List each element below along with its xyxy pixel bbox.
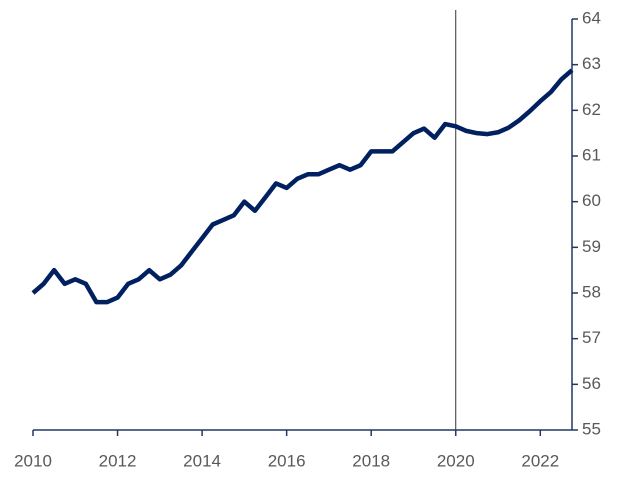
y-tick-label: 58: [582, 282, 601, 301]
x-tick-label: 2012: [99, 451, 137, 470]
y-tick-label: 61: [582, 145, 601, 164]
y-tick-label: 60: [582, 191, 601, 210]
x-tick-label: 2022: [521, 451, 559, 470]
y-tick-label: 62: [582, 100, 601, 119]
y-tick-label: 55: [582, 419, 601, 438]
x-tick-label: 2018: [352, 451, 390, 470]
y-tick-label: 64: [582, 8, 601, 27]
y-tick-label: 57: [582, 328, 601, 347]
y-tick-label: 63: [582, 54, 601, 73]
x-tick-label: 2016: [268, 451, 306, 470]
y-tick-label: 56: [582, 374, 601, 393]
series-line: [31, 68, 574, 305]
x-tick-label: 2020: [437, 451, 475, 470]
x-tick-label: 2014: [183, 451, 221, 470]
y-tick-label: 59: [582, 237, 601, 256]
x-tick-label: 2010: [14, 451, 52, 470]
